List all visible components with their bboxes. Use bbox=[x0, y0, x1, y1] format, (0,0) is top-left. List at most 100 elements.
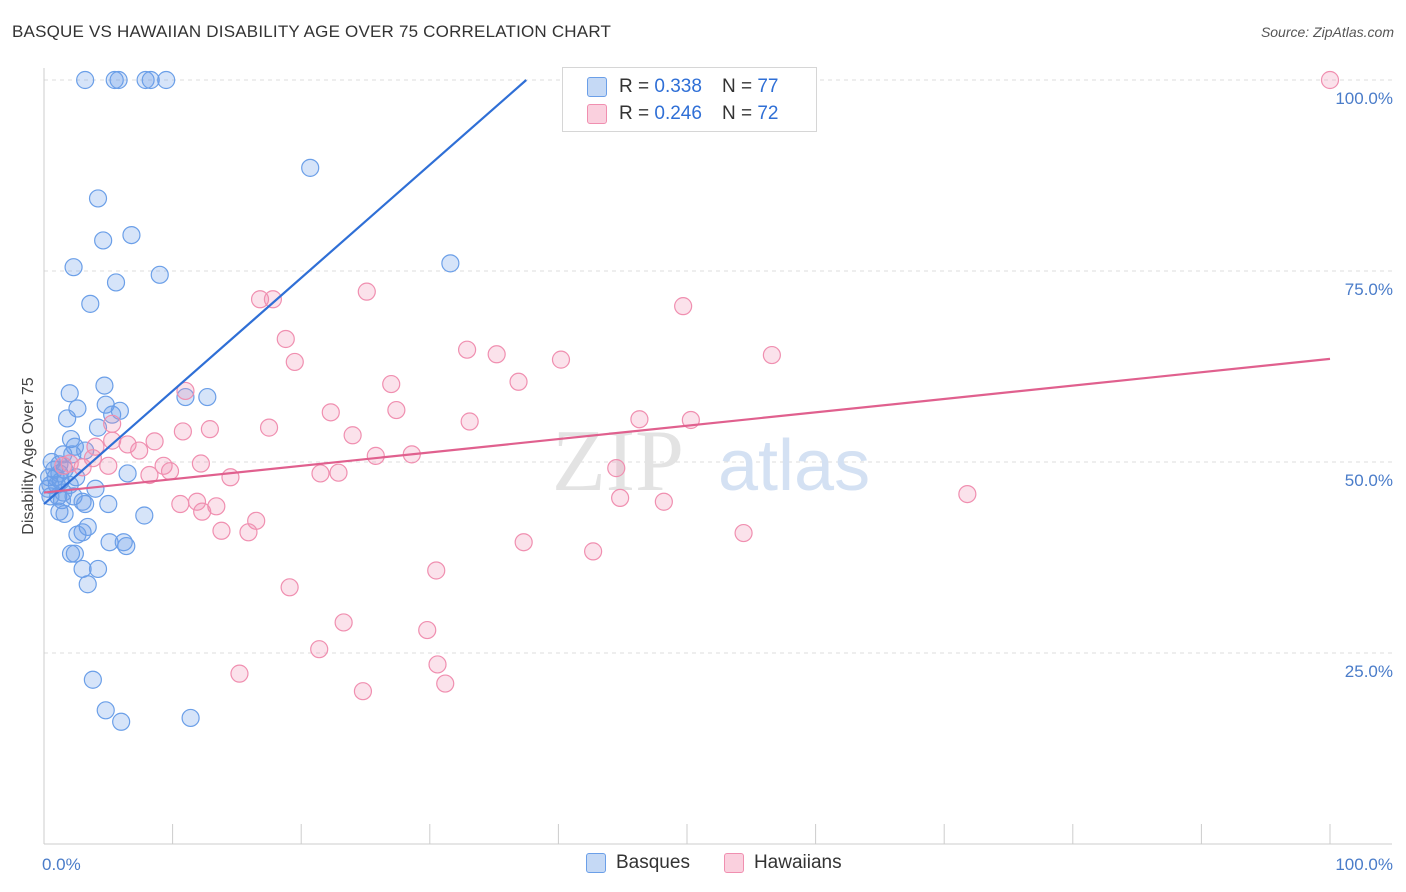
basques-point bbox=[78, 575, 97, 594]
hawaiians-n-label: N = bbox=[721, 103, 753, 124]
basques-point bbox=[109, 70, 128, 90]
basques-point bbox=[65, 544, 84, 563]
hawaiians-point bbox=[221, 468, 240, 487]
hawaiians-r-label: R = bbox=[619, 103, 650, 124]
hawaiians-point bbox=[103, 414, 122, 433]
hawaiians-trend-line bbox=[43, 357, 1331, 494]
basques-point bbox=[64, 258, 83, 277]
basques-legend-label: Basques bbox=[616, 852, 690, 873]
hawaiians-point bbox=[212, 521, 231, 540]
basques-point bbox=[58, 409, 77, 428]
basques-point bbox=[99, 494, 118, 514]
basques-point bbox=[83, 670, 102, 689]
hawaiians-point bbox=[171, 494, 190, 514]
hawaiians-point bbox=[118, 435, 137, 454]
basques-point bbox=[95, 376, 114, 395]
hawaiians-point bbox=[457, 340, 477, 359]
y-tick-label-75: 75.0% bbox=[1345, 280, 1393, 299]
basques-point bbox=[176, 387, 195, 407]
y-axis-label: Disability Age Over 75 bbox=[20, 377, 37, 535]
hawaiians-point bbox=[310, 640, 329, 659]
basques-point bbox=[81, 294, 100, 313]
basques-point bbox=[88, 189, 108, 208]
hawaiians-point bbox=[73, 458, 92, 477]
chart-title: BASQUE VS HAWAIIAN DISABILITY AGE OVER 7… bbox=[12, 22, 612, 41]
hawaiians-point bbox=[86, 437, 105, 456]
watermark-atlas: atlas bbox=[718, 426, 870, 506]
basques-point bbox=[78, 517, 97, 537]
hawaiians-point bbox=[487, 345, 506, 364]
basques-points bbox=[38, 70, 460, 731]
legend-row-hawaiians: R = 0.246 N = 72 bbox=[563, 101, 778, 127]
hawaiians-point bbox=[250, 290, 270, 309]
hawaiians-point bbox=[958, 484, 977, 504]
hawaiians-point bbox=[607, 459, 626, 478]
tick-labels: 25.0% 50.0% 75.0% 100.0% 0.0% 100.0% bbox=[42, 89, 1393, 874]
basques-point bbox=[301, 158, 320, 177]
basques-point bbox=[141, 70, 160, 90]
basques-point bbox=[73, 559, 92, 579]
hawaiians-point bbox=[285, 352, 304, 372]
axes bbox=[43, 68, 1392, 845]
hawaiians-point bbox=[630, 410, 649, 429]
basques-n-value: 77 bbox=[757, 76, 779, 97]
hawaiians-point bbox=[173, 422, 192, 441]
hawaiians-point bbox=[674, 297, 693, 316]
hawaiians-point bbox=[230, 664, 249, 683]
hawaiians-point bbox=[280, 578, 299, 597]
hawaiians-point bbox=[200, 420, 219, 439]
basques-point bbox=[122, 225, 141, 245]
x-tick-label-end: 100.0% bbox=[1335, 855, 1393, 874]
basques-point bbox=[117, 536, 136, 556]
hawaiians-point bbox=[427, 561, 446, 580]
basques-point bbox=[88, 418, 108, 437]
legend-row-basques: R = 0.338 N = 77 bbox=[563, 74, 778, 100]
hawaiians-point bbox=[514, 533, 533, 552]
source-label: Source: ZipAtlas.com bbox=[1260, 24, 1394, 40]
y-tick-label-25: 25.0% bbox=[1345, 662, 1393, 681]
hawaiians-point bbox=[460, 412, 479, 431]
basques-point bbox=[118, 464, 137, 483]
hawaiians-point bbox=[99, 456, 118, 475]
hawaiians-point bbox=[83, 449, 102, 468]
hawaiians-point bbox=[130, 441, 149, 460]
basques-point bbox=[55, 504, 74, 524]
hawaiians-point bbox=[1320, 70, 1340, 90]
hawaiians-point bbox=[382, 374, 401, 394]
hawaiians-r-value: 0.246 bbox=[654, 103, 702, 124]
hawaiians-point bbox=[160, 462, 180, 481]
basques-point bbox=[181, 708, 200, 728]
basques-point bbox=[61, 544, 81, 563]
legend-item-hawaiians[interactable]: Hawaiians bbox=[723, 852, 842, 874]
hawaiians-point bbox=[387, 400, 406, 420]
basques-point bbox=[150, 265, 169, 284]
basques-point bbox=[60, 384, 79, 403]
hawaiians-legend-swatch bbox=[723, 853, 744, 873]
legend-item-basques[interactable]: Basques bbox=[586, 852, 690, 874]
hawaiians-point bbox=[103, 431, 122, 450]
basques-n-label: N = bbox=[721, 76, 753, 97]
hawaiians-point bbox=[734, 523, 753, 543]
hawaiians-point bbox=[509, 372, 528, 391]
hawaiians-point bbox=[276, 329, 295, 349]
hawaiians-point bbox=[54, 456, 73, 475]
hawaiians-point bbox=[321, 403, 340, 422]
hawaiians-point bbox=[145, 432, 164, 451]
hawaiians-point bbox=[353, 682, 373, 701]
stats-legend: R = 0.338 N = 77 R = 0.246 N = 72 bbox=[562, 67, 817, 132]
basques-point bbox=[106, 273, 126, 292]
hawaiians-point bbox=[176, 381, 195, 401]
hawaiians-point bbox=[263, 290, 283, 309]
basques-point bbox=[88, 559, 108, 579]
basques-r-label: R = bbox=[619, 76, 650, 97]
hawaiians-point bbox=[366, 446, 385, 465]
hawaiians-point bbox=[140, 465, 159, 485]
hawaiians-point bbox=[259, 418, 279, 437]
hawaiians-point bbox=[191, 454, 210, 473]
basques-legend-swatch bbox=[586, 853, 606, 873]
basques-point bbox=[157, 70, 176, 90]
hawaiians-legend-label: Hawaiians bbox=[753, 852, 842, 873]
basques-point bbox=[76, 70, 95, 90]
hawaiians-point bbox=[654, 492, 673, 511]
hawaiians-point bbox=[187, 492, 207, 511]
